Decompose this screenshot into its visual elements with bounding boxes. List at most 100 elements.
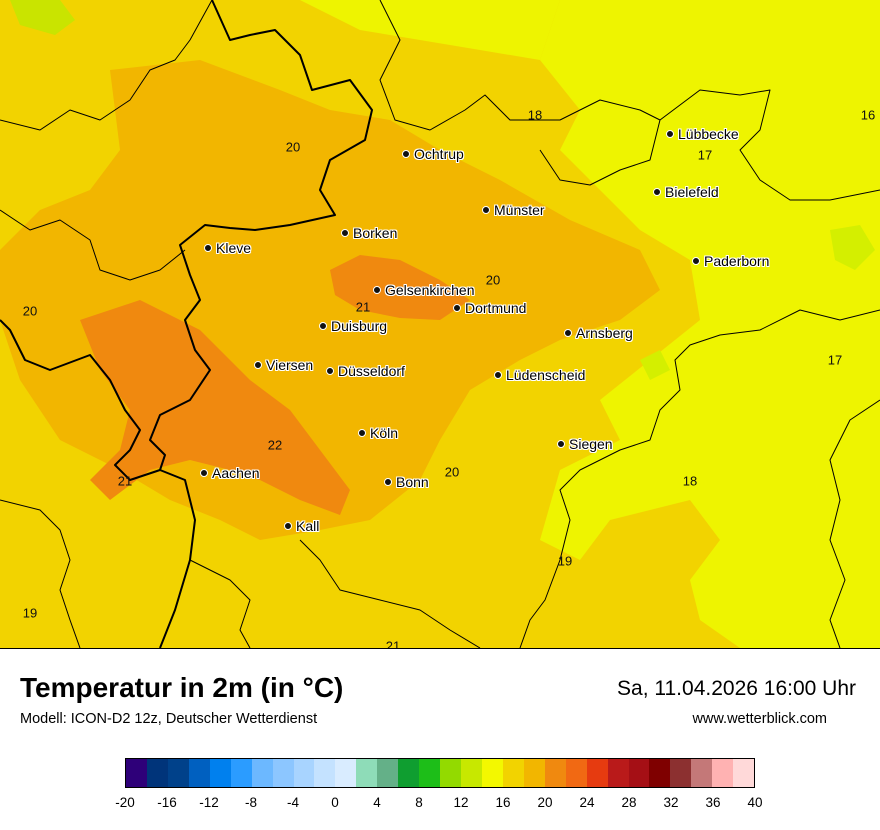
temperature-field-hot-ruhr [330, 255, 470, 320]
colorbar-tick-labels: -20 -16 -12 -8 -4 0 4 8 12 16 20 24 28 32 36 40 [115, 795, 762, 815]
temperature-label: 21 [117, 473, 133, 489]
city-marker: Viersen [254, 357, 313, 373]
colorbar-swatch [670, 759, 692, 787]
colorbar-swatch [461, 759, 482, 787]
colorbar-swatch [712, 759, 734, 787]
colorbar-tick: 36 [705, 795, 721, 810]
city-dot-icon [341, 229, 349, 237]
city-dot-icon [200, 469, 208, 477]
colorbar-swatch [419, 759, 441, 787]
colorbar-swatch [544, 759, 566, 787]
city-name: Kleve [216, 240, 252, 256]
colorbar-tick: 16 [495, 795, 511, 810]
city-dot-icon [204, 244, 212, 252]
city-dot-icon [453, 304, 461, 312]
national-border [149, 0, 373, 648]
city-marker: Düsseldorf [326, 363, 405, 379]
city-name: Köln [370, 425, 399, 441]
colorbar-tick: -4 [286, 795, 300, 810]
temperature-field-cool-north [300, 0, 560, 60]
colorbar-swatch [502, 759, 524, 787]
temperature-label: 20 [22, 303, 38, 319]
city-marker: Münster [482, 202, 545, 218]
city-name: Arnsberg [576, 325, 633, 341]
model-source-label: Modell: ICON-D2 12z, Deutscher Wetterdie… [20, 711, 318, 727]
colorbar-swatch [398, 759, 420, 787]
colorbar-tick: -12 [199, 795, 219, 810]
colorbar-swatch [481, 759, 503, 787]
colorbar-swatch [733, 759, 755, 787]
city-marker: Lüdenscheid [494, 367, 585, 383]
colorbar-swatch [586, 759, 608, 787]
colorbar-tick: -8 [244, 795, 258, 810]
city-dot-icon [326, 367, 334, 375]
colorbar-swatch [272, 759, 294, 787]
colorbar-tick: 4 [373, 795, 381, 810]
temperature-label: 18 [527, 107, 543, 123]
city-dot-icon [692, 257, 700, 265]
temperature-field-cool-east [540, 0, 880, 648]
city-marker: Bielefeld [653, 184, 719, 200]
state-border [0, 499, 81, 648]
city-dot-icon [482, 206, 490, 214]
state-border [379, 0, 661, 186]
colorbar-swatch [251, 759, 273, 787]
state-border [0, 0, 213, 131]
colorbar-tick: 32 [663, 795, 679, 810]
city-dot-icon [284, 522, 292, 530]
temperature-label: 20 [485, 272, 501, 288]
map-title: Temperatur in 2m (in °C) [20, 672, 344, 703]
colorbar-swatch [607, 759, 629, 787]
temperature-label: 19 [557, 553, 573, 569]
colorbar-swatch [126, 759, 147, 787]
temperature-label: 16 [860, 107, 876, 123]
temperature-label: 17 [827, 352, 843, 368]
city-name: Paderborn [704, 253, 770, 269]
city-marker: Kall [284, 518, 319, 534]
city-dot-icon [254, 361, 262, 369]
colorbar-swatch [188, 759, 210, 787]
colorbar-tick: 20 [537, 795, 553, 810]
state-border [829, 399, 880, 648]
colorbar-tick: 0 [331, 795, 339, 810]
website-label: www.wetterblick.com [692, 711, 827, 727]
state-border [189, 559, 251, 648]
city-marker: Ochtrup [402, 146, 464, 162]
city-marker: Siegen [557, 436, 613, 452]
city-marker: Dortmund [453, 300, 526, 316]
city-marker: Paderborn [692, 253, 769, 269]
state-border [659, 89, 880, 201]
colorbar-swatch [628, 759, 650, 787]
temperature-label: 18 [682, 473, 698, 489]
colorbar-swatch [691, 759, 713, 787]
colorbar-tick: 24 [579, 795, 595, 810]
city-marker: Arnsberg [564, 325, 633, 341]
city-name: Ochtrup [414, 146, 464, 162]
city-dot-icon [557, 440, 565, 448]
colorbar-swatch [335, 759, 357, 787]
city-marker: Duisburg [319, 318, 387, 334]
temperature-field-hot-rhine [80, 300, 350, 515]
city-dot-icon [373, 286, 381, 294]
colorbar-swatch [649, 759, 671, 787]
colorbar-swatch [230, 759, 252, 787]
colorbar-tick: 8 [415, 795, 423, 810]
city-name: Münster [494, 202, 545, 218]
colorbar-tick: 12 [453, 795, 469, 810]
temperature-label: 17 [697, 147, 713, 163]
state-border [0, 209, 186, 281]
city-marker: Köln [358, 425, 398, 441]
city-name: Duisburg [331, 318, 388, 334]
colorbar-tick: 28 [621, 795, 637, 810]
temperature-label: 20 [444, 464, 460, 480]
temperature-label: 20 [285, 139, 301, 155]
colorbar-tick: 40 [747, 795, 763, 810]
colorbar-swatch [565, 759, 587, 787]
city-name: Lübbecke [678, 126, 739, 142]
borders [0, 0, 880, 648]
city-name: Siegen [569, 436, 613, 452]
state-border [519, 309, 880, 648]
city-marker: Lübbecke [666, 126, 739, 142]
temperature-field-green-nw [10, 0, 75, 35]
city-marker: Gelsenkirchen [373, 282, 475, 298]
